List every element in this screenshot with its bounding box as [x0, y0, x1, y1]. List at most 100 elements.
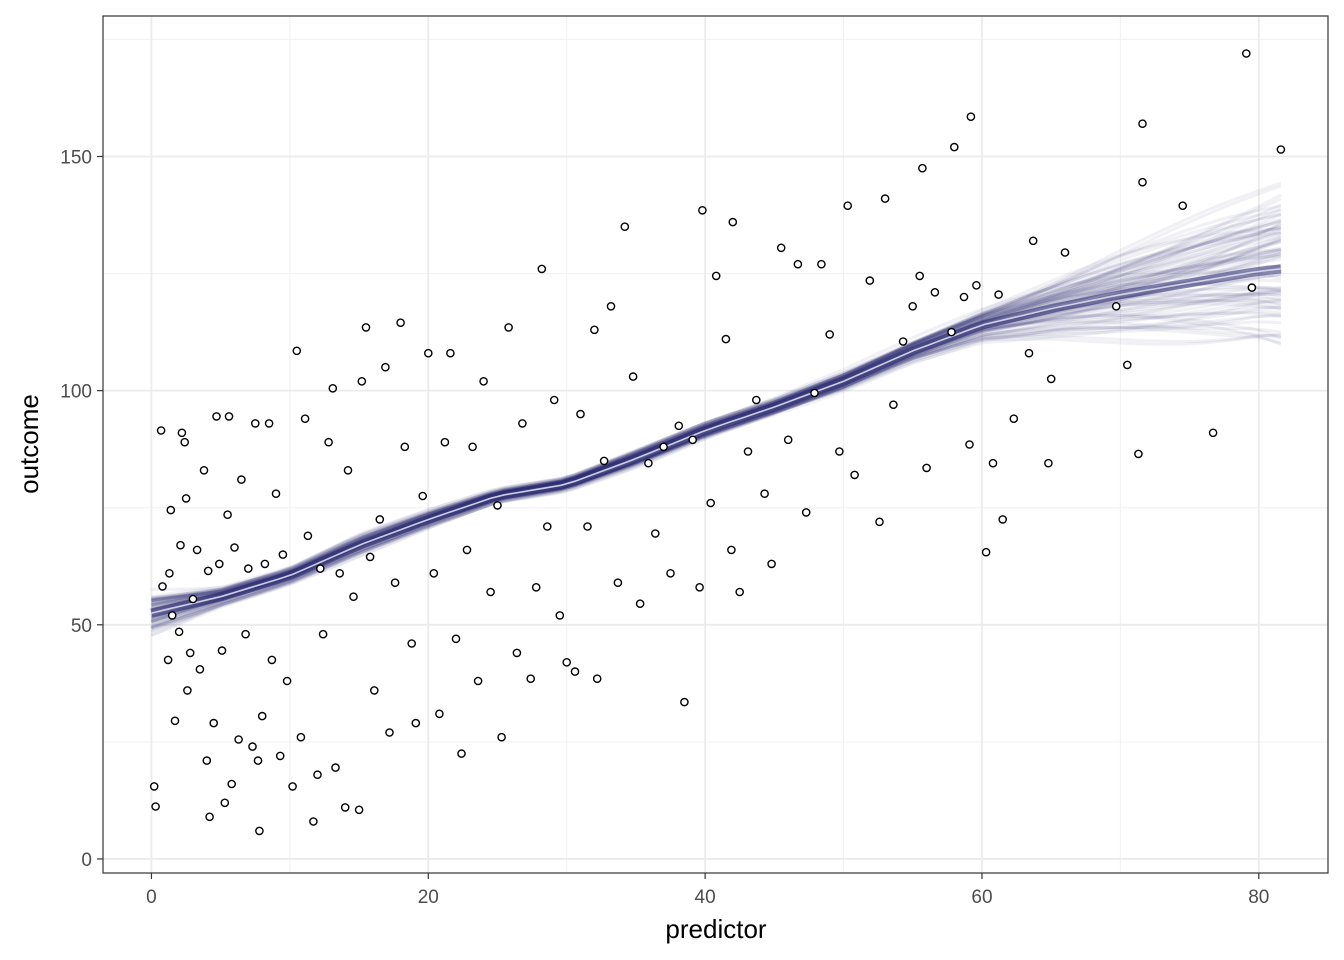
fit-draw-line [151, 213, 1282, 599]
data-point [680, 697, 689, 707]
data-point [340, 803, 350, 812]
y-tick-label: 50 [71, 616, 92, 637]
data-point [303, 531, 313, 541]
data-point [767, 559, 776, 569]
data-point [1044, 458, 1053, 468]
data-point [783, 435, 793, 445]
data-point [227, 779, 236, 789]
data-point [486, 587, 495, 597]
data-point [156, 426, 166, 435]
data-point [606, 301, 616, 311]
data-point [817, 259, 826, 269]
data-point [271, 489, 281, 499]
data-point [212, 412, 221, 421]
data-point [599, 456, 609, 466]
data-point [324, 437, 333, 447]
data-point [651, 529, 660, 538]
data-point [981, 547, 991, 557]
data-point [264, 419, 274, 428]
data-point [504, 323, 513, 332]
x-axis-ticks: 0 20 40 60 80 [146, 873, 1269, 908]
fit-draw-line [151, 193, 1282, 604]
data-point [1276, 145, 1286, 154]
data-point [875, 517, 884, 527]
data-point [562, 658, 572, 667]
data-point [735, 587, 745, 597]
data-point [357, 376, 367, 386]
data-point [234, 735, 243, 744]
data-point [195, 665, 205, 674]
data-point [335, 569, 345, 578]
data-point [613, 578, 623, 588]
data-point [468, 442, 477, 452]
data-point [158, 582, 167, 591]
data-point [674, 421, 684, 431]
data-point [313, 770, 322, 780]
data-point [205, 812, 214, 822]
data-point [998, 515, 1008, 524]
data-point [950, 142, 959, 152]
data-point [880, 194, 890, 203]
data-point [411, 718, 421, 728]
data-point [451, 634, 461, 644]
data-point [1046, 374, 1056, 384]
data-point [224, 412, 234, 421]
data-point [994, 290, 1003, 299]
data-point [695, 583, 704, 592]
fit-draw-line [150, 290, 1281, 637]
data-point [644, 458, 653, 468]
data-point [727, 545, 736, 555]
data-point [176, 540, 185, 550]
data-point [793, 259, 803, 269]
data-point [760, 489, 769, 499]
data-point [698, 205, 707, 215]
x-tick-label: 80 [1248, 887, 1269, 908]
data-point [555, 611, 565, 620]
data-point [583, 522, 592, 531]
data-point [576, 409, 585, 419]
data-point [1138, 119, 1147, 128]
data-point [202, 756, 212, 765]
data-point [743, 447, 753, 456]
data-point [898, 337, 908, 346]
data-point [473, 676, 483, 686]
data-point [407, 639, 417, 648]
data-point [209, 718, 218, 728]
fit-mean-line [151, 268, 1281, 614]
data-point [275, 751, 285, 761]
data-point [318, 629, 328, 639]
data-point [203, 566, 213, 576]
data-point [278, 550, 288, 559]
data-point [988, 458, 998, 468]
data-point [1111, 301, 1121, 311]
data-point [965, 440, 974, 449]
data-point [230, 543, 239, 552]
data-point [1060, 248, 1070, 257]
data-point [149, 782, 159, 791]
data-point [666, 569, 675, 578]
data-point [237, 475, 246, 484]
x-tick-label: 40 [695, 887, 716, 908]
data-point [865, 276, 875, 285]
data-point [835, 447, 844, 456]
data-point [889, 400, 898, 410]
data-point [850, 470, 859, 480]
data-point [250, 419, 260, 428]
data-point [843, 201, 853, 210]
data-point [369, 686, 379, 695]
data-point [966, 112, 976, 121]
data-point [659, 442, 668, 452]
data-point [776, 243, 786, 253]
data-points [149, 49, 1286, 836]
data-point [365, 552, 375, 562]
data-point [908, 301, 918, 311]
y-axis-title: outcome [14, 394, 44, 494]
data-point [255, 826, 264, 836]
data-point [592, 674, 602, 684]
data-point [331, 763, 340, 772]
data-point [930, 287, 940, 297]
data-point [1123, 360, 1132, 370]
fit-draw-line [150, 311, 1282, 629]
data-point [1138, 177, 1147, 187]
